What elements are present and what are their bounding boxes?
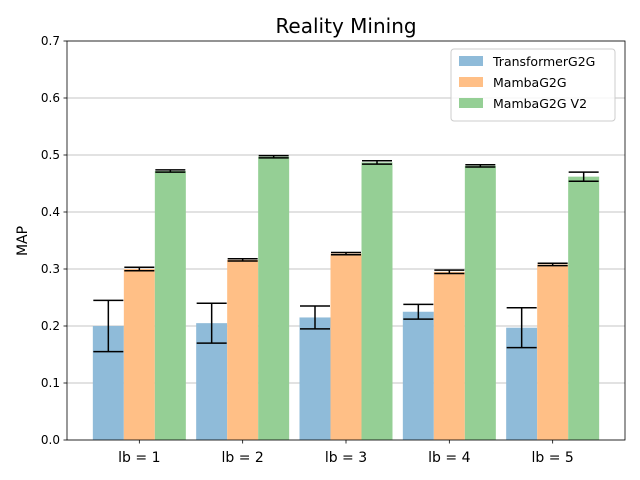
x-tick-label: lb = 3 xyxy=(325,450,367,466)
bars xyxy=(92,156,600,440)
legend-swatch xyxy=(459,98,483,108)
x-tick-label: lb = 2 xyxy=(222,450,264,466)
legend-box xyxy=(450,48,616,122)
x-tick-label: lb = 1 xyxy=(118,450,160,466)
axes: 0.0 0.1 0.2 0.3 0.4 0.5 0.6 0.7 lb = 1 lb = 2 lb =… xyxy=(41,34,626,466)
error-bars xyxy=(93,154,599,353)
y-axis-label: MAP xyxy=(15,226,31,256)
x-tick-label: lb = 4 xyxy=(428,450,470,466)
legend-label: MambaG2G V2 xyxy=(493,96,587,111)
bar xyxy=(402,311,434,440)
bar xyxy=(330,253,362,440)
plot-frame xyxy=(66,40,626,441)
y-tick-label: 0.3 xyxy=(41,262,60,276)
bar xyxy=(537,264,569,440)
y-tick-label: 0.0 xyxy=(41,433,60,447)
x-tick-label: lb = 5 xyxy=(532,450,574,466)
legend: TransformerG2G MambaG2G MambaG2G V2 xyxy=(450,48,616,122)
bar xyxy=(154,170,186,440)
legend-label: MambaG2G xyxy=(493,75,567,90)
bar xyxy=(227,259,259,440)
y-tick-label: 0.7 xyxy=(41,34,60,48)
legend-label: TransformerG2G xyxy=(492,54,595,69)
bar xyxy=(433,271,465,440)
bar xyxy=(258,156,290,440)
y-tick-label: 0.6 xyxy=(41,91,60,105)
y-tick-label: 0.1 xyxy=(41,376,60,390)
bar xyxy=(568,176,600,440)
bar xyxy=(299,317,331,440)
y-tick-label: 0.4 xyxy=(41,205,60,219)
y-tick-label: 0.5 xyxy=(41,148,60,162)
bar xyxy=(361,162,393,440)
bar xyxy=(464,165,496,440)
legend-swatch xyxy=(459,56,483,66)
y-tick-label: 0.2 xyxy=(41,319,60,333)
legend-swatch xyxy=(459,77,483,87)
chart-title: Reality Mining xyxy=(275,14,416,38)
bar xyxy=(123,269,155,440)
